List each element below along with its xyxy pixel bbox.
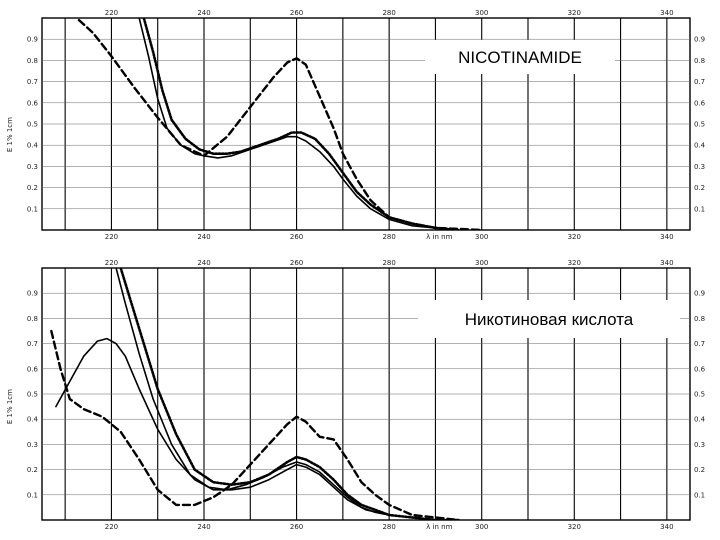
chart-1-ytick-left-label: 0.1 (27, 491, 38, 499)
chart-1-ytick-left-label: 0.2 (27, 466, 38, 474)
chart-1-ytick-left-label: 0.3 (27, 441, 38, 449)
chart-0-series-solid-line (138, 18, 460, 230)
chart-0-x-axis-label: λ in nm (426, 233, 452, 241)
chart-0-xtick-bottom-label: 300 (475, 233, 488, 241)
chart-0-xtick-bottom-label: 340 (660, 233, 673, 241)
chart-1-xtick-top-label: 240 (197, 259, 210, 267)
chart-0-xtick-bottom-label: 320 (568, 233, 581, 241)
chart-1-xtick-top-label: 220 (105, 259, 118, 267)
chart-1-series-dashed-line (50, 329, 460, 520)
chart-1-xtick-bottom-label: 320 (568, 523, 581, 531)
chart-0-xtick-bottom-label: 240 (197, 233, 210, 241)
chart-1-y-axis-label: E 1% 1cm (6, 389, 14, 424)
chart-0-xtick-top-label: 240 (197, 9, 210, 17)
chart-0-ytick-left-label: 0.3 (27, 163, 38, 171)
chart-0-ytick-right-label: 0.2 (694, 184, 705, 192)
chart-0-xtick-top-label: 220 (105, 9, 118, 17)
chart-1-xtick-top-label: 280 (382, 259, 395, 267)
chart-0-ytick-right-label: 0.8 (694, 57, 705, 65)
chart-0-ytick-left-label: 0.2 (27, 184, 38, 192)
chart-0-ytick-right-label: 0.6 (694, 99, 706, 107)
chart-1-series-dotted-line (119, 268, 460, 520)
chart-0-ytick-right-label: 0.1 (694, 205, 705, 213)
chart-0-xtick-bottom-label: 220 (105, 233, 118, 241)
chart-1-xtick-top-label: 260 (290, 259, 303, 267)
chart-1-xtick-bottom-label: 220 (105, 523, 118, 531)
chart-0-xtick-bottom-label: 260 (290, 233, 303, 241)
chart-0-xtick-top-label: 280 (382, 9, 395, 17)
chart-1-title-box (418, 300, 680, 338)
chart-1-xtick-bottom-label: 280 (382, 523, 395, 531)
chart-0-ytick-left-label: 0.8 (27, 57, 38, 65)
chart-1-ytick-left-label: 0.6 (27, 365, 39, 373)
chart-0-series-dashed-line (77, 18, 483, 230)
chart-0-ytick-left-label: 0.4 (27, 142, 39, 150)
chart-0-ytick-right-label: 0.9 (694, 36, 705, 44)
chart-1-ytick-right-label: 0.7 (694, 340, 705, 348)
chart-1-ytick-right-label: 0.6 (694, 365, 706, 373)
chart-1-xtick-bottom-label: 300 (475, 523, 488, 531)
chart-1-ytick-right-label: 0.3 (694, 441, 705, 449)
chart-1-ytick-left-label: 0.4 (27, 416, 39, 424)
chart-1-title: Никотиновая кислота (465, 310, 634, 329)
chart-0-xtick-bottom-label: 280 (382, 233, 395, 241)
chart-1-ytick-left-label: 0.8 (27, 315, 38, 323)
chart-0-xtick-top-label: 340 (660, 9, 673, 17)
chart-0-series-dotted-line (142, 18, 460, 230)
chart-1-xtick-top-label: 340 (660, 259, 673, 267)
chart-0-title: NICOTINAMIDE (458, 48, 582, 67)
chart-1-ytick-left-label: 0.9 (27, 290, 38, 298)
chart-1-xtick-top-label: 300 (475, 259, 488, 267)
chart-1-xtick-bottom-label: 260 (290, 523, 303, 531)
chart-1-x-axis-label: λ in nm (426, 523, 452, 531)
chart-0-xtick-top-label: 260 (290, 9, 303, 17)
chart-0-ytick-right-label: 0.7 (694, 78, 705, 86)
chart-1-ytick-right-label: 0.5 (694, 391, 705, 399)
chart-1-series-solid-line (55, 337, 437, 520)
chart-1-xtick-bottom-label: 340 (660, 523, 673, 531)
chart-0-ytick-left-label: 0.1 (27, 205, 38, 213)
chart-0-ytick-right-label: 0.5 (694, 121, 705, 129)
chart-1-ytick-left-label: 0.7 (27, 340, 38, 348)
chart-0-xtick-top-label: 320 (568, 9, 581, 17)
nicotinic-acid-chart: 220 220 240 240 260 260 280 280 300 300 320 320 340 3… (6, 259, 706, 531)
chart-1-ytick-right-label: 0.4 (694, 416, 706, 424)
chart-0-ytick-left-label: 0.5 (27, 121, 38, 129)
chart-0-ytick-left-label: 0.9 (27, 36, 38, 44)
chart-0-ytick-right-label: 0.4 (694, 142, 706, 150)
chart-0-ytick-left-label: 0.6 (27, 99, 39, 107)
chart-0-y-axis-label: E 1% 1cm (6, 117, 14, 152)
nicotinamide-chart: 220 220 240 240 260 260 280 280 300 300 320 320 340 3… (6, 9, 706, 241)
chart-1-ytick-right-label: 0.8 (694, 315, 705, 323)
chart-0-xtick-top-label: 300 (475, 9, 488, 17)
chart-1-ytick-left-label: 0.5 (27, 391, 38, 399)
chart-1-ytick-right-label: 0.1 (694, 491, 705, 499)
chart-1-series-solid-line (115, 268, 437, 520)
chart-0-ytick-left-label: 0.7 (27, 78, 38, 86)
chart-1-ytick-right-label: 0.9 (694, 290, 705, 298)
chart-1-xtick-bottom-label: 240 (197, 523, 210, 531)
chart-1-ytick-right-label: 0.2 (694, 466, 705, 474)
chart-1-xtick-top-label: 320 (568, 259, 581, 267)
chart-0-ytick-right-label: 0.3 (694, 163, 705, 171)
chart-0-title-box (425, 40, 615, 74)
